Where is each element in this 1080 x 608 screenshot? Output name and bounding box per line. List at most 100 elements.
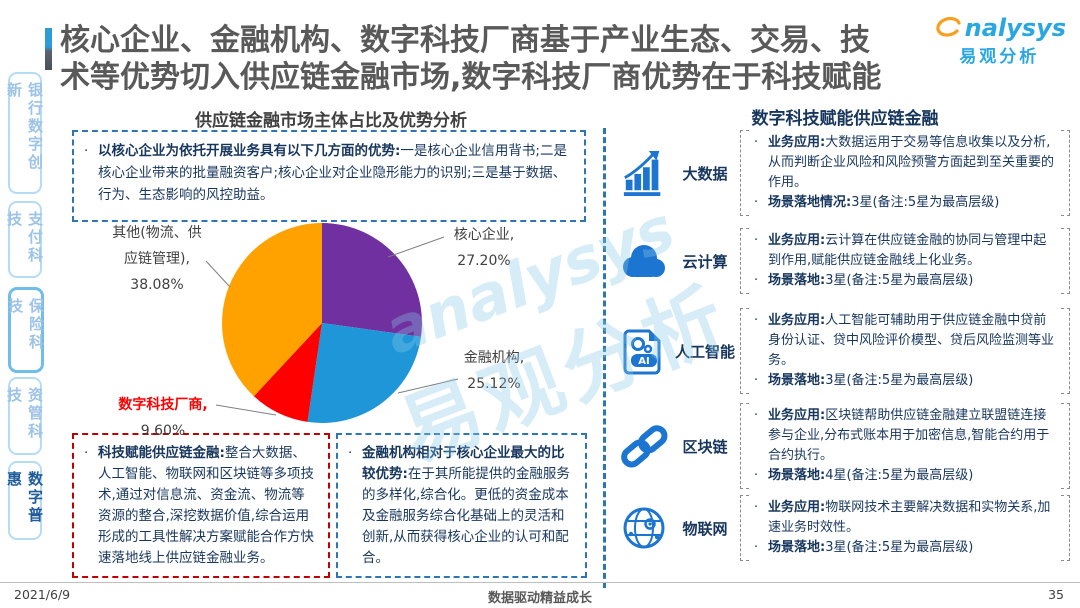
bullet-lead: 场景落地: (768, 540, 826, 555)
page-title-line1: 核心企业、金融机构、数字科技厂商基于产业生态、交易、技 (60, 23, 870, 58)
bullet-text: 4星(备注:5星为最高层级) (825, 468, 974, 483)
bullet-dot: · (754, 468, 759, 483)
bullet-dot: · (754, 540, 759, 555)
pie-label-core-pct: 27.20% (457, 253, 511, 269)
pie-label-tech-pct: 9.60% (140, 423, 186, 439)
core-enterprise-note-box: · 以核心企业为依托开展业务具有以下几方面的优势:一是核心企业信用背书;二是核心… (72, 130, 586, 222)
core-enterprise-note-text: 以核心企业为依托开展业务具有以下几方面的优势:一是核心企业信用背书;二是核心企业… (98, 140, 572, 206)
leader-line-financial (397, 378, 459, 394)
pie-label-other: 其他(物流、供 应链管理), 38.08% (96, 220, 218, 298)
pie-slice-other (222, 223, 322, 397)
cloud-icon (616, 241, 672, 281)
vertical-dashed-divider (603, 128, 606, 588)
tech-empower-note-box: · 科技赋能供应链金融:整合大数据、人工智能、物联网和区块链等多项技术,通过对信… (72, 433, 330, 578)
tech-label-ai: 人工智能 (674, 342, 735, 361)
bullet-dot: · (754, 135, 759, 150)
logo-brand-cn: 易观分析 (959, 47, 1040, 67)
tech-label-blockchain: 区块链 (682, 437, 728, 456)
sidebar-item-digital-inclusion[interactable]: 数字普惠 (5, 461, 44, 540)
bar-chart-growth-icon (616, 148, 672, 198)
page-title-line2: 术等优势切入供应链金融市场,数字科技厂商优势在于科技赋能 (60, 60, 882, 95)
pie-label-financial-institution: 金融机构, 25.12% (446, 345, 542, 397)
sidebar-item-payment-tech[interactable]: 支付科技 (5, 201, 44, 278)
tech-bullets-iot: · 业务应用:物联网技术主要解决数据和实物关系,加速业务时效性。 · 场景落地:… (738, 493, 1072, 563)
bullet-dot: · (754, 273, 759, 288)
bullet-lead: 场景落地: (768, 373, 826, 388)
sidebar-item-insurance-tech[interactable]: 保险科技 (6, 287, 45, 373)
bullet-dot: · (754, 233, 759, 248)
footer-divider (0, 582, 1080, 583)
bullet-dot: · (754, 195, 759, 210)
pie-chart (205, 223, 459, 423)
bullet-lead: 业务应用: (768, 233, 826, 248)
pie-label-core-name: 核心企业, (453, 227, 515, 243)
pie-slice-core-enterprise (322, 223, 422, 337)
pie-label-other-line1: 其他(物流、供 (112, 225, 202, 241)
bullet-text: 3星(备注:5星为最高层级) (825, 540, 974, 555)
financial-advantage-note-lead: 金融机构相对于核心企业最大的比较优势: (362, 445, 565, 482)
bullet-dot: · (754, 313, 759, 328)
leader-line-core (387, 236, 445, 258)
bullet-text: 3星(备注:5星为最高层级) (825, 373, 974, 388)
logo-swoosh-icon (935, 16, 961, 37)
financial-advantage-note-body: 在于其所能提供的金融服务的多样化,综合化。更低的资金成本及金融服务综合化基础上的… (362, 466, 570, 566)
bullet-text: 区块链帮助供应链金融建立联盟链连接参与企业,分布式账本用于加密信息,智能合约用于… (768, 408, 1050, 463)
pie-slice-financial-institution (307, 323, 421, 423)
bullet-text: 物联网技术主要解决数据和实物关系,加速业务时效性。 (768, 500, 1051, 535)
analysys-logo: nalysys 易观分析 (933, 14, 1066, 67)
financial-advantage-note-text: 金融机构相对于核心企业最大的比较优势:在于其所能提供的金融服务的多样化,综合化。… (362, 443, 573, 569)
pie-label-tech-name: 数字科技厂商, (118, 397, 208, 413)
financial-advantage-note-box: · 金融机构相对于核心企业最大的比较优势:在于其所能提供的金融服务的多样化,综合… (336, 433, 587, 578)
pie-label-core-enterprise: 核心企业, 27.20% (438, 222, 530, 274)
title-accent-bar (45, 28, 52, 70)
tech-row-cloud: 云计算 · 业务应用:云计算在供应链金融的协同与管理中起到作用,赋能供应链金融线… (616, 219, 1072, 303)
globe-network-icon (616, 503, 672, 553)
footer-date: 2021/6/9 (14, 587, 71, 602)
pie-label-fin-name: 金融机构, (463, 350, 525, 366)
tech-label-iot: 物联网 (682, 519, 728, 538)
leader-line-tech-vendor (215, 404, 277, 416)
bullet-text: 云计算在供应链金融的协同与管理中起到作用,赋能供应链金融线上化业务。 (768, 233, 1047, 268)
tech-label-big-data: 大数据 (682, 164, 728, 183)
bullet-dot: · (84, 143, 89, 159)
tech-bullets-cloud: · 业务应用:云计算在供应链金融的协同与管理中起到作用,赋能供应链金融线上化业务… (738, 226, 1072, 296)
tech-empower-note-text: 科技赋能供应链金融:整合大数据、人工智能、物联网和区块链等多项技术,通过对信息流… (98, 443, 316, 569)
footer-page-number: 35 (1048, 587, 1064, 602)
bullet-lead: 业务应用: (768, 135, 826, 150)
pie-slice-digital-tech-vendor (253, 323, 322, 422)
tech-empower-note-lead: 科技赋能供应链金融: (98, 445, 225, 461)
sidebar-item-asset-mgmt-tech[interactable]: 资管科技 (5, 377, 44, 455)
tech-row-iot: 物联网 · 业务应用:物联网技术主要解决数据和实物关系,加速业务时效性。 · 场… (616, 493, 1072, 563)
right-panel-title: 数字科技赋能供应链金融 (751, 109, 939, 129)
tech-bullets-blockchain: · 业务应用:区块链帮助供应链金融建立联盟链连接参与企业,分布式账本用于加密信息… (738, 401, 1072, 491)
bullet-lead: 场景落地: (768, 273, 826, 288)
tech-bullets-ai: · 业务应用:人工智能可辅助用于供应链金融中贷前身份认证、贷中风险评价模型、贷后… (738, 306, 1072, 396)
pie-label-other-line2: 应链管理), (124, 251, 190, 267)
tech-row-blockchain: 区块链 · 业务应用:区块链帮助供应链金融建立联盟链连接参与企业,分布式账本用于… (616, 399, 1072, 493)
pie-label-other-pct: 38.08% (130, 277, 184, 293)
pie-chart-title: 供应链金融市场主体占比及优势分析 (195, 111, 467, 131)
tech-bullets-big-data: · 业务应用:大数据运用于交易等信息收集以及分析,从而判断企业风险和风险预警方面… (738, 128, 1072, 218)
bullet-lead: 业务应用: (768, 408, 826, 423)
bullet-dot: · (84, 445, 89, 461)
ai-document-icon: AI (616, 325, 672, 377)
bullet-dot: · (754, 373, 759, 388)
bullet-dot: · (754, 408, 759, 423)
tech-row-big-data: 大数据 · 业务应用:大数据运用于交易等信息收集以及分析,从而判断企业风险和风险… (616, 128, 1072, 218)
leader-line-other (205, 260, 231, 288)
core-enterprise-note-lead: 以核心企业为依托开展业务具有以下几方面的优势: (98, 143, 401, 159)
sidebar-item-bank-digital[interactable]: 银行数字创新 (5, 72, 44, 194)
chain-link-icon (616, 419, 672, 473)
bullet-lead: 场景落地情况: (768, 195, 852, 210)
bullet-dot: · (348, 445, 353, 461)
logo-brand-en: nalysys (964, 14, 1066, 42)
tech-empower-note-body: 整合大数据、人工智能、物联网和区块链等多项技术,通过对信息流、资金流、物流等资源… (98, 445, 314, 566)
page-title: 核心企业、金融机构、数字科技厂商基于产业生态、交易、技 术等优势切入供应链金融市… (60, 22, 950, 96)
bullet-text: 3星(备注:5星为最高层级) (825, 273, 974, 288)
svg-text:AI: AI (638, 356, 649, 367)
bullet-lead: 业务应用: (768, 500, 826, 515)
bullet-text: 人工智能可辅助用于供应链金融中贷前身份认证、贷中风险评价模型、贷后风险监测等业务… (768, 313, 1055, 368)
pie-label-fin-pct: 25.12% (467, 376, 521, 392)
core-enterprise-note-body: 一是核心企业信用背书;二是核心企业带来的批量融资客户;核心企业对企业隐形能力的识… (98, 143, 567, 203)
